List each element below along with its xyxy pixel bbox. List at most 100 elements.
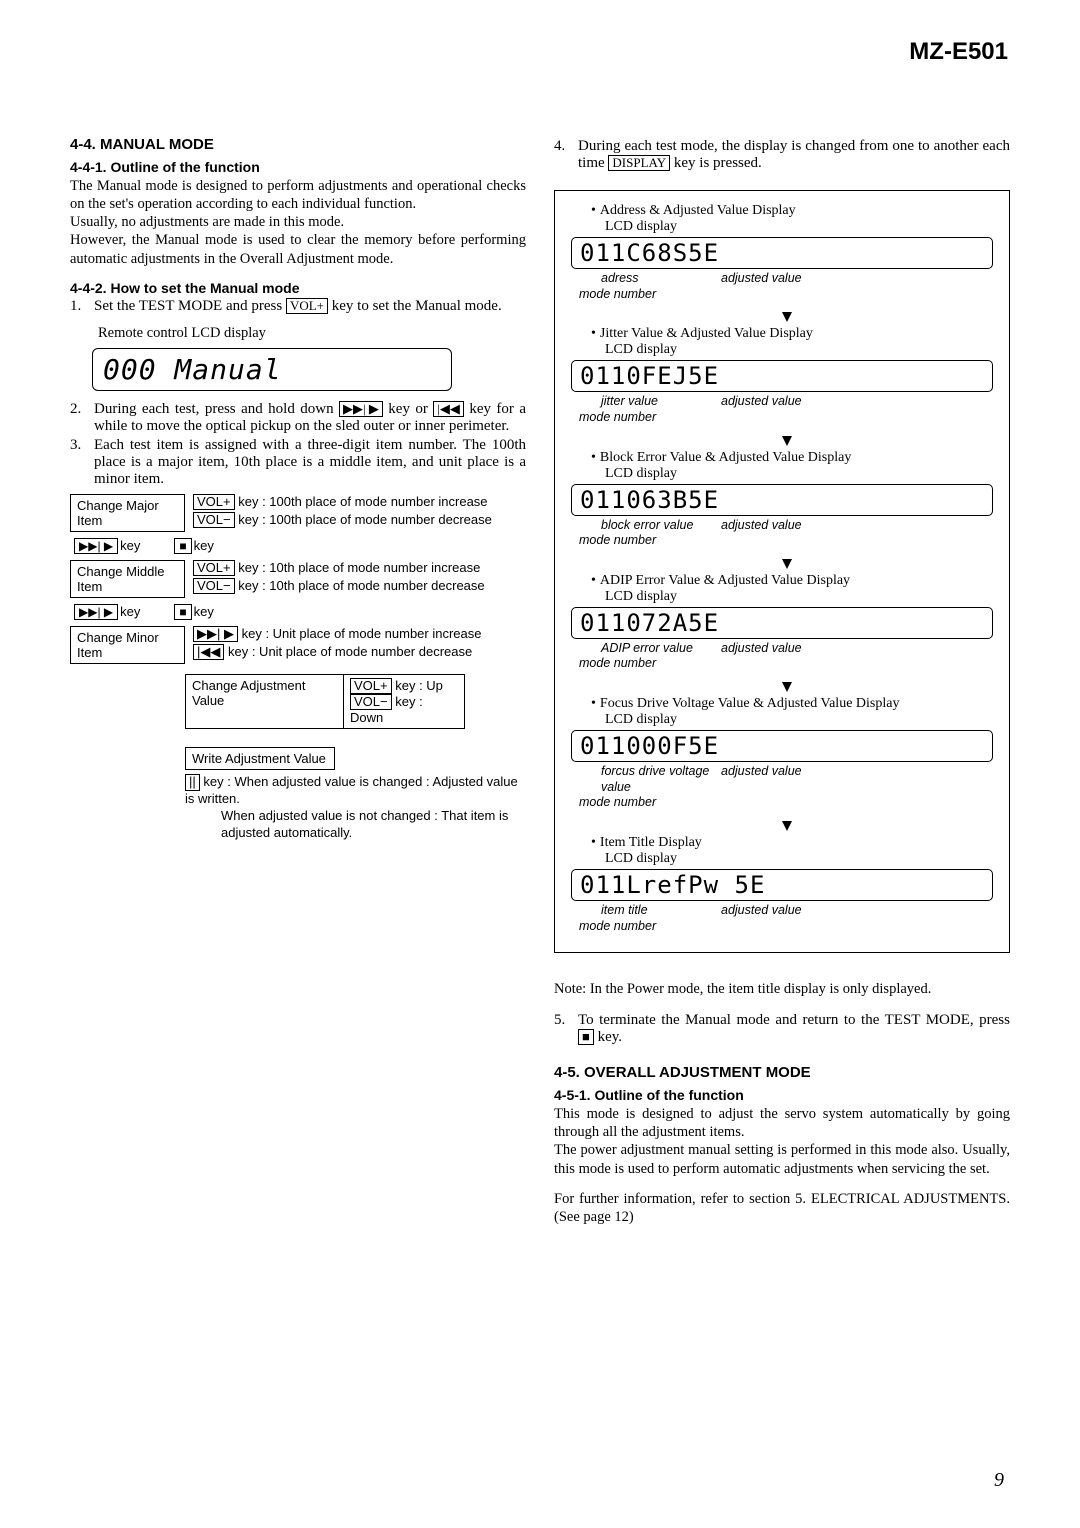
step-num-1: 1. (70, 298, 88, 315)
stop-icon2: ■ (174, 604, 191, 620)
page-number: 9 (994, 1469, 1004, 1492)
volm-key: VOL− (193, 512, 235, 528)
step2-a: During each test, press and hold down (94, 401, 339, 417)
step-4-text: During each test mode, the display is ch… (578, 138, 1010, 172)
remote-label: Remote control LCD display (98, 325, 526, 342)
diag-title: •Block Error Value & Adjusted Value Disp… (591, 450, 993, 466)
minor-r1: key : Unit place of mode number increase (238, 626, 482, 641)
para-4-4-1b: Usually, no adjustments are made in this… (70, 213, 526, 231)
lcd-annotation: adressadjusted value (571, 271, 993, 287)
diag-sub: LCD display (605, 466, 993, 482)
lcd-annotation: block error valueadjusted value (571, 518, 993, 534)
volp-key2: VOL+ (193, 560, 235, 576)
lcd-display: 011LrefPw 5E (571, 869, 993, 901)
lcd-annotation: forcus drive voltage valueadjusted value (571, 764, 993, 795)
para-4-4-1c: However, the Manual mode is used to clea… (70, 231, 526, 267)
key-label: key (194, 538, 214, 553)
lcd-group: •Block Error Value & Adjusted Value Disp… (571, 450, 993, 549)
lcd-diagram-frame: •Address & Adjusted Value DisplayLCD dis… (554, 190, 1010, 953)
step-num-3: 3. (70, 437, 88, 488)
adj-r1: key : Up (392, 678, 443, 693)
box-middle-item: Change Middle Item (70, 560, 185, 598)
key-label: key (194, 604, 214, 619)
lcd-annotation: ADIP error valueadjusted value (571, 641, 993, 657)
box-minor-item: Change Minor Item (70, 626, 185, 664)
mode-number-label: mode number (579, 410, 993, 426)
remote-lcd: 000 Manual (92, 348, 452, 391)
ffwd-icon2: ▶▶| ▶ (74, 604, 118, 620)
diag-sub: LCD display (605, 342, 993, 358)
display-key: DISPLAY (608, 155, 670, 171)
bottom1: key : When adjusted value is changed : A… (185, 774, 518, 806)
mid-r2: key : 10th place of mode number decrease (235, 578, 485, 593)
lcd-display: 011063B5E (571, 484, 993, 516)
section-4-5-1-title: 4-5-1. Outline of the function (554, 1087, 1010, 1103)
arrow-down-icon (571, 559, 993, 573)
step-num-5: 5. (554, 1012, 572, 1046)
pause-key-icon: || (185, 774, 200, 790)
lcd-display: 011072A5E (571, 607, 993, 639)
mode-number-label: mode number (579, 533, 993, 549)
diag-sub: LCD display (605, 851, 993, 867)
diag-title: •ADIP Error Value & Adjusted Value Displ… (591, 573, 993, 589)
para-4-5-1b: The power adjustment manual setting is p… (554, 1141, 1010, 1177)
lcd-group: •Jitter Value & Adjusted Value DisplayLC… (571, 326, 993, 425)
volm-key2: VOL− (193, 578, 235, 594)
section-4-4-2-title: 4-4-2. How to set the Manual mode (70, 280, 526, 296)
key-label: key (120, 538, 140, 553)
arrow-down-icon (571, 821, 993, 835)
left-column: 4-4. MANUAL MODE 4-4-1. Outline of the f… (70, 136, 526, 1226)
volm-key3: VOL− (350, 694, 392, 710)
diag-title: •Address & Adjusted Value Display (591, 203, 993, 219)
lcd-display: 011C68S5E (571, 237, 993, 269)
step5-a: To terminate the Manual mode and return … (578, 1012, 1010, 1028)
lcd-annotation: jitter valueadjusted value (571, 394, 993, 410)
step-3-text: Each test item is assigned with a three-… (94, 437, 526, 488)
prev-icon: |◀◀ (193, 644, 224, 660)
para-4-4-1a: The Manual mode is designed to perform a… (70, 177, 526, 213)
ffwd-key-icon: ▶▶| ▶ (339, 401, 383, 417)
diag-sub: LCD display (605, 712, 993, 728)
volp-key3: VOL+ (350, 678, 392, 694)
minor-r2: key : Unit place of mode number decrease (224, 644, 472, 659)
step1-b: key to set the Manual mode. (328, 298, 502, 314)
major-r2: key : 100th place of mode number decreas… (235, 512, 492, 527)
step-num-2: 2. (70, 401, 88, 435)
lcd-annotation: item titleadjusted value (571, 903, 993, 919)
model-header: MZ-E501 (909, 38, 1008, 66)
ffwd-icon: ▶▶| ▶ (74, 538, 118, 554)
box-write-adjustment: Write Adjustment Value (185, 747, 335, 770)
mode-number-label: mode number (579, 795, 993, 811)
major-r1: key : 100th place of mode number increas… (235, 494, 488, 509)
lcd-group: •Focus Drive Voltage Value & Adjusted Va… (571, 696, 993, 811)
diag-sub: LCD display (605, 219, 993, 235)
mode-number-label: mode number (579, 919, 993, 935)
diag-title: •Item Title Display (591, 835, 993, 851)
step-num-4: 4. (554, 138, 572, 172)
arrow-down-icon (571, 312, 993, 326)
step2-mid: key or (383, 401, 433, 417)
section-4-5-title: 4-5. OVERALL ADJUSTMENT MODE (554, 1064, 1010, 1081)
key-label: key (120, 604, 140, 619)
lcd-display: 0110FEJ5E (571, 360, 993, 392)
adj-label: Change Adjustment Value (186, 675, 344, 729)
remote-lcd-text: 000 Manual (103, 353, 282, 386)
box-major-item: Change Major Item (70, 494, 185, 532)
arrow-down-icon (571, 682, 993, 696)
step-2-text: During each test, press and hold down ▶▶… (94, 401, 526, 435)
stop-key-icon: ■ (578, 1029, 594, 1045)
diag-sub: LCD display (605, 589, 993, 605)
ffwd-icon3: ▶▶| ▶ (193, 626, 238, 642)
lcd-group: •Item Title DisplayLCD display 011LrefPw … (571, 835, 993, 934)
prev-key-icon: |◀◀ (433, 401, 464, 417)
para-4-5-1c: For further information, refer to sectio… (554, 1190, 1010, 1226)
mode-number-label: mode number (579, 287, 993, 303)
right-column: 4. During each test mode, the display is… (554, 136, 1010, 1226)
bottom2: When adjusted value is not changed : Tha… (221, 808, 526, 842)
power-mode-note: Note: In the Power mode, the item title … (554, 981, 1010, 998)
lcd-display: 011000F5E (571, 730, 993, 762)
section-4-4-title: 4-4. MANUAL MODE (70, 136, 526, 153)
step5-b: key. (594, 1029, 622, 1045)
section-4-4-1-title: 4-4-1. Outline of the function (70, 159, 526, 175)
para-4-5-1a: This mode is designed to adjust the serv… (554, 1105, 1010, 1141)
